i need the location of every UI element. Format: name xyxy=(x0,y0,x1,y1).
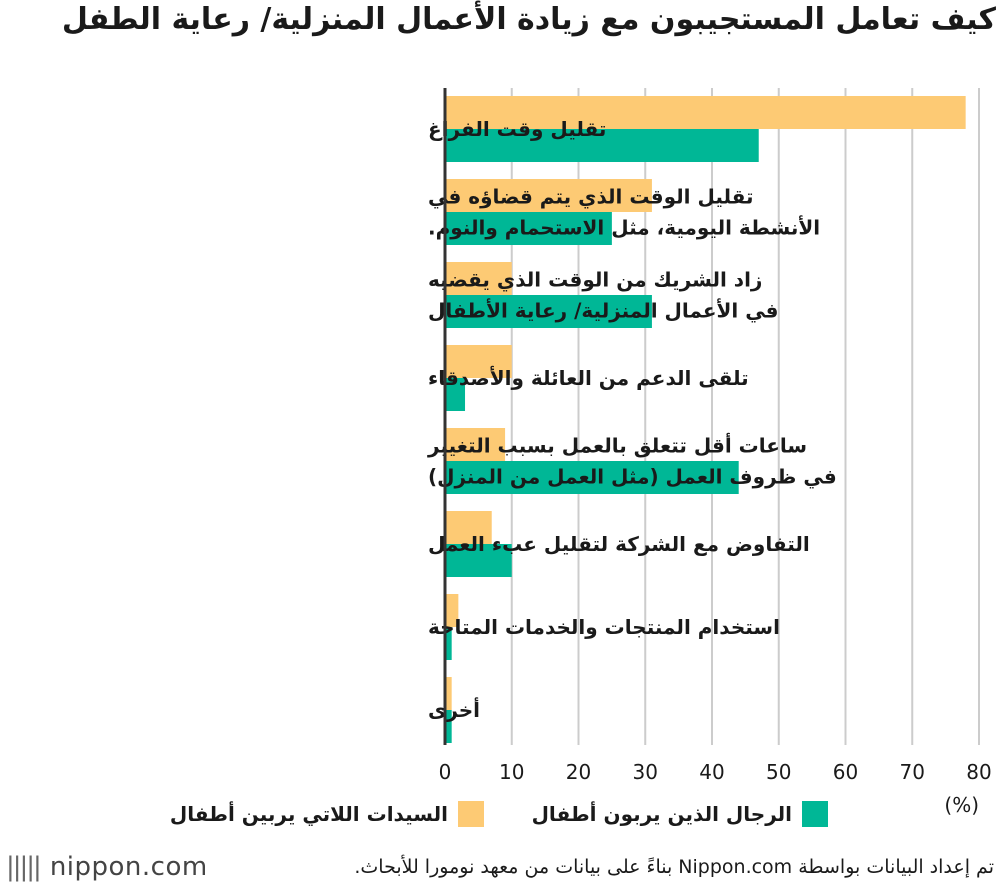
bar-men-1 xyxy=(445,212,612,245)
x-tick-label-10: 10 xyxy=(499,760,524,784)
bar-men-4 xyxy=(445,461,739,494)
category-label-7: أخرى xyxy=(428,696,480,722)
source-note: تم إعداد البيانات بواسطة Nippon.com بناء… xyxy=(354,856,994,878)
bar-men-3 xyxy=(445,378,466,411)
legend-label-men: الرجال الذين يربون أطفال xyxy=(531,802,792,826)
brand-bars-icon: ||||| xyxy=(6,852,42,882)
category-label-6: استخدام المنتجات والخدمات المتاحة xyxy=(428,615,780,639)
legend-item-women: السيدات اللاتي يربين أطفال xyxy=(170,798,484,830)
brand-name: nippon.com xyxy=(49,852,208,882)
bar-women-3 xyxy=(445,345,512,378)
category-label-4-line-1: في ظروف العمل (مثل العمل من المنزل) xyxy=(428,465,837,490)
legend-swatch-men xyxy=(802,801,828,827)
category-label-2-line-0: زاد الشريك من الوقت الذي يقضيه xyxy=(428,268,762,293)
legend-item-men: الرجال الذين يربون أطفال xyxy=(532,798,828,830)
bar-men-6 xyxy=(445,627,452,660)
category-label-2-line-1: في الأعمال المنزلية/ رعاية الأطفال xyxy=(428,298,779,324)
category-label-0: تقليل وقت الفراغ xyxy=(428,117,606,141)
category-label-3: تلقى الدعم من العائلة والأصدقاء xyxy=(428,365,749,390)
bar-women-7 xyxy=(445,677,452,710)
bar-women-0 xyxy=(445,96,966,129)
x-tick-label-70: 70 xyxy=(900,760,925,784)
bar-chart: تقليل وقت الفراغ تقليل الوقت الذي يتم قضا… xyxy=(427,88,992,817)
category-label-1-line-1: الأنشطة اليومية، مثل الاستحمام والنوم. xyxy=(428,215,820,240)
x-tick-label-80: 80 xyxy=(966,760,991,784)
x-tick-label-40: 40 xyxy=(699,760,724,784)
bar-men-7 xyxy=(445,710,452,743)
brand-logo: ||||| nippon.com xyxy=(6,852,208,882)
x-tick-label-60: 60 xyxy=(833,760,858,784)
footer: ||||| nippon.com تم إعداد البيانات بواسطة… xyxy=(0,852,1000,888)
x-axis-unit-label: (%) xyxy=(944,793,979,817)
bar-men-2 xyxy=(445,295,652,328)
chart-title: كيف تعامل المستجيبون مع زيادة الأعمال ال… xyxy=(61,2,996,37)
x-tick-label-50: 50 xyxy=(766,760,791,784)
category-label-4-line-0: ساعات أقل تتعلق بالعمل بسبب التغيير xyxy=(427,432,807,458)
bar-men-5 xyxy=(445,544,512,577)
x-tick-label-20: 20 xyxy=(566,760,591,784)
bar-women-4 xyxy=(445,428,506,461)
legend-label-women: السيدات اللاتي يربين أطفال xyxy=(169,802,448,826)
bar-men-0 xyxy=(445,129,759,162)
category-label-5: التفاوض مع الشركة لتقليل عبء العمل xyxy=(428,532,810,556)
bar-women-1 xyxy=(445,179,652,212)
x-tick-label-0: 0 xyxy=(439,760,452,784)
category-label-1-line-0: تقليل الوقت الذي يتم قضاؤه في xyxy=(428,185,754,210)
legend-swatch-women xyxy=(458,801,484,827)
bar-women-2 xyxy=(445,262,512,295)
bar-women-5 xyxy=(445,511,492,544)
bar-women-6 xyxy=(445,594,459,627)
x-tick-label-30: 30 xyxy=(633,760,658,784)
